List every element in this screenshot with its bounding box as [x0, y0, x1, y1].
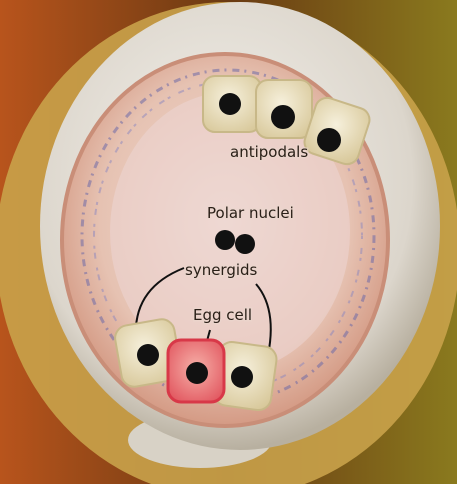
antipodal-cells — [202, 75, 371, 166]
nucleus-dot-icon — [215, 230, 235, 250]
sac-texture-ring-inner — [93, 81, 363, 391]
nucleus-dot-icon — [186, 362, 208, 384]
nucleus-dot-icon — [231, 366, 253, 388]
egg-apparatus — [114, 318, 278, 412]
nucleus-dot-icon — [235, 234, 255, 254]
polar-nuclei — [215, 230, 255, 254]
label-synergids: synergids — [185, 261, 258, 279]
label-egg-cell: Egg cell — [193, 306, 252, 324]
nucleus-dot-icon — [271, 105, 295, 129]
nucleus-dot-icon — [137, 344, 159, 366]
nucleus-dot-icon — [317, 128, 341, 152]
nucleus-dot-icon — [219, 93, 241, 115]
label-polar-nuclei: Polar nuclei — [207, 204, 294, 222]
label-antipodals: antipodals — [230, 143, 308, 161]
